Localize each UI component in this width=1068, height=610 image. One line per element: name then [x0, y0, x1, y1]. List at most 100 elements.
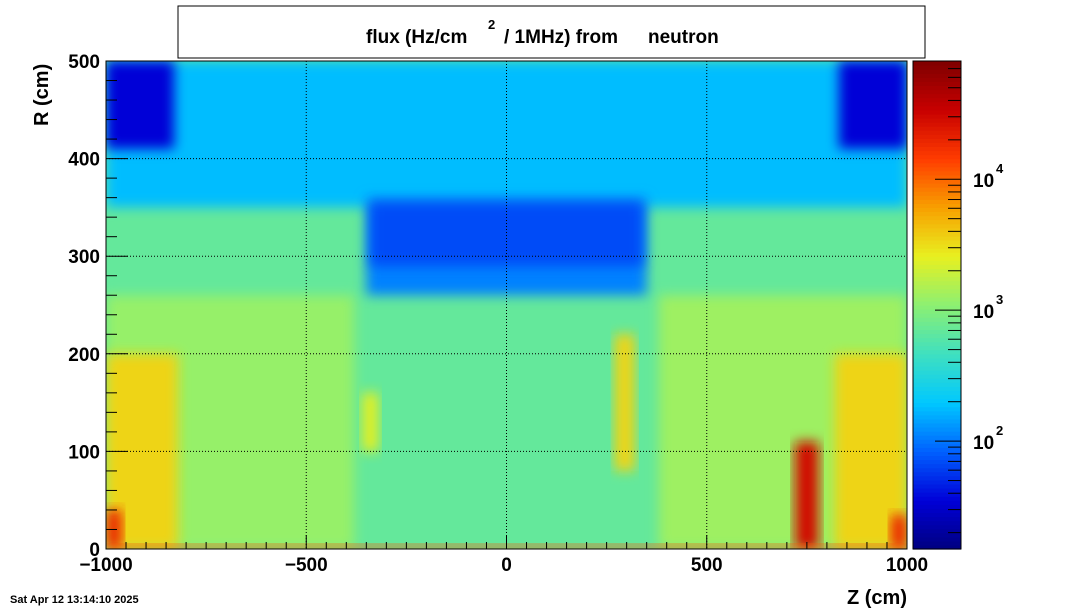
colorbar-segment [913, 130, 961, 135]
colorbar-label: 10 [973, 302, 994, 323]
colorbar-segment [913, 150, 961, 156]
colorbar-segment [913, 532, 961, 538]
colorbar-segment [913, 390, 961, 396]
colorbar-segment [913, 317, 961, 322]
x-tick-label: 500 [691, 555, 723, 576]
colorbar-segment [913, 81, 961, 86]
colorbar-segment [913, 199, 961, 204]
colorbar-segment [913, 138, 961, 143]
colorbar-segment [913, 471, 961, 477]
colorbar-segment [913, 85, 961, 91]
colorbar-segment [913, 329, 961, 335]
colorbar-segment [913, 65, 961, 70]
colorbar-segment [913, 162, 961, 168]
colorbar-segment [913, 191, 961, 196]
x-axis: −1000 −500 0 500 1000 [79, 535, 928, 576]
colorbar-segment [913, 370, 961, 375]
y-tick-label: 0 [89, 540, 100, 561]
colorbar-segment [913, 455, 961, 461]
colorbar-segment [913, 146, 961, 152]
colorbar-segment [913, 248, 961, 253]
heatmap-region [106, 61, 175, 149]
colorbar-segment [913, 126, 961, 131]
colorbar-segment [913, 410, 961, 416]
colorbar-segment [913, 544, 961, 550]
colorbar-segment [913, 353, 961, 359]
colorbar-segment [913, 488, 961, 493]
colorbar-segment [913, 113, 961, 119]
colorbar-segment [913, 427, 961, 432]
colorbar-segment [913, 512, 961, 518]
colorbar-segment [913, 219, 961, 225]
heatmap-region [838, 61, 907, 149]
colorbar-segment [913, 374, 961, 379]
colorbar-segment [913, 284, 961, 290]
colorbar-segment [913, 463, 961, 469]
colorbar-segment [913, 89, 961, 95]
colorbar-segment [913, 256, 961, 261]
colorbar-segment [913, 321, 961, 326]
colorbar-segment [913, 483, 961, 489]
datetime-stamp: Sat Apr 12 13:14:10 2025 [10, 594, 139, 606]
colorbar-segment [913, 345, 961, 351]
colorbar-segment [913, 443, 961, 448]
colorbar-segment [913, 158, 961, 164]
colorbar-segment [913, 231, 961, 237]
colorbar-segment [913, 313, 961, 318]
colorbar-segment [913, 272, 961, 278]
colorbar-segment [913, 264, 961, 269]
heatmap-region [890, 514, 907, 549]
colorbar-segment [913, 349, 961, 355]
colorbar-segment [913, 122, 961, 127]
colorbar-segment [913, 524, 961, 530]
colorbar-segment [913, 305, 961, 310]
title-rest-b: neutron [648, 27, 719, 48]
colorbar-segment [913, 117, 961, 123]
heatmap-region [362, 392, 379, 452]
colorbar-segment [913, 402, 961, 408]
x-tick-label: 0 [501, 555, 512, 576]
colorbar-segment [913, 268, 961, 274]
colorbar-segment [913, 101, 961, 107]
colorbar-segment [913, 170, 961, 176]
colorbar-segment [913, 394, 961, 400]
colorbar-segment [913, 479, 961, 485]
heatmap-region [370, 202, 643, 266]
colorbar-segment [913, 337, 961, 343]
colorbar-segment [913, 540, 961, 546]
colorbar-segment [913, 357, 961, 363]
colorbar-segment [913, 431, 961, 436]
colorbar-segment [913, 536, 961, 542]
colorbar-segment [913, 296, 961, 302]
colorbar-label-exponent: 3 [996, 292, 1003, 307]
colorbar-segment [913, 386, 961, 391]
colorbar-segment [913, 414, 961, 420]
y-tick-label: 100 [68, 442, 100, 463]
title-main: flux (Hz/cm [366, 27, 467, 48]
colorbar-segment [913, 292, 961, 298]
colorbar-segment [913, 97, 961, 103]
colorbar-segment [913, 361, 961, 367]
colorbar-segment [913, 516, 961, 522]
colorbar-segment [913, 142, 961, 147]
colorbar-segment [913, 227, 961, 233]
y-axis-title: R (cm) [31, 64, 53, 126]
colorbar-segment [913, 235, 961, 241]
colorbar-segment [913, 504, 961, 509]
colorbar-segment [913, 333, 961, 339]
colorbar-segment [913, 174, 961, 180]
colorbar-segment [913, 195, 961, 200]
colorbar-segment [913, 207, 961, 213]
x-tick-label: −1000 [79, 555, 132, 576]
colorbar-segment [913, 406, 961, 412]
colorbar-segment [913, 260, 961, 265]
colorbar-segment [913, 447, 961, 452]
colorbar-segment [913, 154, 961, 160]
colorbar-segment [913, 73, 961, 78]
colorbar-segment [913, 459, 961, 465]
colorbar-segment [913, 382, 961, 387]
colorbar-segment [913, 215, 961, 221]
grid-lines [106, 61, 907, 549]
colorbar-segment [913, 467, 961, 473]
